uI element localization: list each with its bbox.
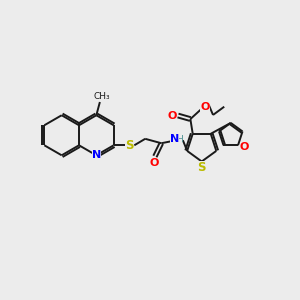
Text: O: O	[200, 102, 210, 112]
Text: N: N	[170, 134, 179, 144]
Text: O: O	[167, 110, 177, 121]
Text: S: S	[125, 139, 133, 152]
Text: N: N	[92, 150, 101, 160]
Text: H: H	[176, 135, 182, 144]
Text: O: O	[149, 158, 159, 168]
Text: S: S	[197, 161, 206, 175]
Text: CH₃: CH₃	[93, 92, 110, 100]
Text: O: O	[240, 142, 249, 152]
